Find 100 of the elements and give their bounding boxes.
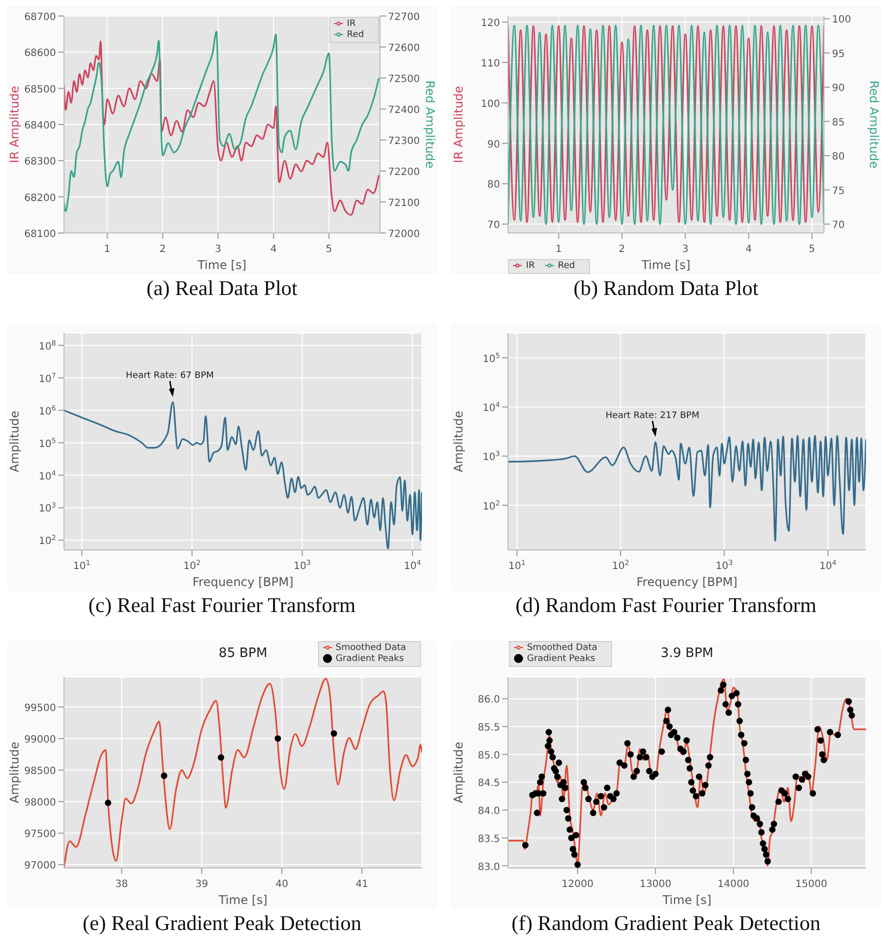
x-tick-label: 10$^{4}$: [404, 559, 422, 572]
y-tick-label: 10$^{5}$: [482, 352, 500, 366]
chart-title: 3.9 BPM: [660, 646, 714, 661]
text: (f) Random Gradient Peak Detection: [510, 910, 822, 936]
x-tick-label: 10$^{2}$: [612, 559, 630, 572]
y2-tick-label: 72400: [388, 105, 420, 116]
x-tick-label: 5: [326, 244, 332, 255]
x-tick-label: 10$^{3}$: [294, 559, 311, 572]
text: (e) Real Gradient Peak Detection: [82, 910, 362, 936]
point: [218, 754, 224, 760]
y-tick-label: 120: [480, 18, 500, 30]
y-tick-label: 10$^{4}$: [38, 470, 57, 483]
x-tick-label: 10$^{1}$: [73, 559, 90, 572]
y-tick-label: 99000: [24, 734, 56, 746]
legend-label: IR: [346, 19, 356, 29]
y-tick-label: 85.0: [478, 750, 500, 762]
y-axis-title: Amplitude: [7, 411, 22, 473]
y-tick-label: 97500: [24, 828, 56, 840]
y-tick-label: 10$^{7}$: [38, 372, 56, 386]
y-axis-title: IR Amplitude: [451, 86, 466, 164]
y-tick-label: 68400: [24, 120, 56, 132]
y-tick-label: 10$^{3}$: [482, 450, 500, 464]
x-tick-label: 5: [808, 244, 816, 255]
annotation: Heart Rate: 67 BPM: [126, 371, 214, 382]
x-tick-label: 4: [745, 244, 752, 255]
y-tick-label: 97000: [24, 860, 56, 872]
y-tick-label: 68600: [24, 48, 56, 60]
y2-axis-title: Red Amplitude: [422, 80, 437, 169]
x-tick-label: 2: [618, 244, 626, 255]
x-axis-title: Time [s]: [218, 892, 268, 907]
text: (a) Real Data Plot: [145, 276, 299, 301]
y-tick-label: 68200: [24, 192, 56, 204]
y-tick-label: 98500: [24, 766, 56, 777]
y-tick-label: 99500: [24, 702, 56, 714]
y-tick-label: 10$^{3}$: [38, 502, 56, 516]
x-tick-label: 3: [214, 244, 222, 255]
y-tick-label: 83.5: [478, 834, 500, 845]
y2-tick-label: 80: [832, 152, 845, 163]
x-tick-label: 12000: [562, 878, 594, 890]
y-tick-label: 10$^{6}$: [38, 404, 57, 418]
y-tick-label: 10$^{2}$: [38, 534, 56, 548]
y-tick-label: 80: [487, 180, 500, 191]
x-axis-title: Frequency [BPM]: [636, 575, 738, 590]
x-tick-label: 4: [270, 244, 277, 255]
y2-tick-label: 95: [832, 48, 845, 60]
x-tick-label: 10$^{2}$: [183, 559, 201, 572]
y2-axis-title: Red Amplitude: [866, 80, 881, 169]
y-tick-label: 10$^{5}$: [38, 437, 56, 450]
x-tick-label: 14000: [717, 878, 750, 890]
legend-label: Red: [346, 30, 364, 40]
y-axis-title: Amplitude: [451, 411, 466, 473]
y-tick-label: 83.0: [478, 861, 500, 872]
text: (b) Random Data Plot: [572, 276, 760, 301]
text: (d) Random Fast Fourier Transform: [514, 593, 818, 618]
y-tick-label: 68500: [24, 84, 56, 96]
legend-label: IR: [526, 261, 535, 271]
x-tick-label: 40: [275, 878, 288, 890]
legend-label: Gradient Peaks: [336, 654, 404, 664]
legend-label: Red: [558, 261, 576, 271]
x-tick-label: 15000: [795, 878, 828, 890]
y-tick-label: 10$^{8}$: [38, 340, 56, 353]
y2-tick-label: 90: [832, 83, 845, 94]
y2-tick-label: 72100: [388, 198, 420, 209]
y2-tick-label: 72700: [388, 12, 420, 23]
x-axis-title: Frequency [BPM]: [192, 575, 294, 590]
y-tick-label: 110: [480, 58, 500, 70]
y-tick-label: 68100: [24, 229, 56, 240]
legend-label: Smoothed Data: [336, 642, 406, 653]
text: (c) Real Fast Fourier Transform: [87, 593, 357, 618]
y-tick-label: 10$^{2}$: [482, 500, 500, 513]
point: [274, 735, 282, 742]
x-tick-label: 41: [356, 878, 368, 890]
y2-tick-label: 72300: [388, 136, 420, 147]
y-tick-label: 68300: [24, 156, 56, 168]
point: [330, 730, 338, 736]
y-tick-label: 100: [480, 98, 500, 110]
y-tick-label: 85.5: [478, 722, 500, 734]
y-tick-label: 98000: [24, 797, 56, 808]
y-axis-title: Amplitude: [7, 741, 22, 803]
x-axis-title: Time [s]: [196, 258, 246, 272]
y-tick-label: 68700: [24, 12, 56, 23]
annotation: Heart Rate: 217 BPM: [606, 411, 700, 422]
point: [104, 799, 112, 806]
y2-tick-label: 75: [832, 186, 845, 197]
y-tick-label: 84.0: [478, 806, 500, 817]
y2-tick-label: 72500: [388, 74, 420, 85]
point: [160, 772, 168, 779]
legend-label: Gradient Peaks: [527, 654, 596, 664]
x-tick-label: 2: [159, 244, 166, 255]
x-axis-title: Time [s]: [662, 892, 712, 907]
y2-tick-label: 72200: [388, 167, 420, 178]
x-tick-label: 38: [115, 878, 128, 890]
legend-label: Smoothed Data: [527, 642, 598, 653]
y-tick-label: 90: [487, 139, 500, 150]
y-tick-label: 10$^{4}$: [482, 401, 501, 414]
x-tick-label: 10$^{1}$: [508, 559, 526, 572]
x-tick-label: 1: [104, 244, 110, 255]
y-tick-label: 70: [487, 220, 500, 232]
x-tick-label: 13000: [640, 878, 672, 890]
y-tick-label: 84.5: [478, 778, 500, 789]
